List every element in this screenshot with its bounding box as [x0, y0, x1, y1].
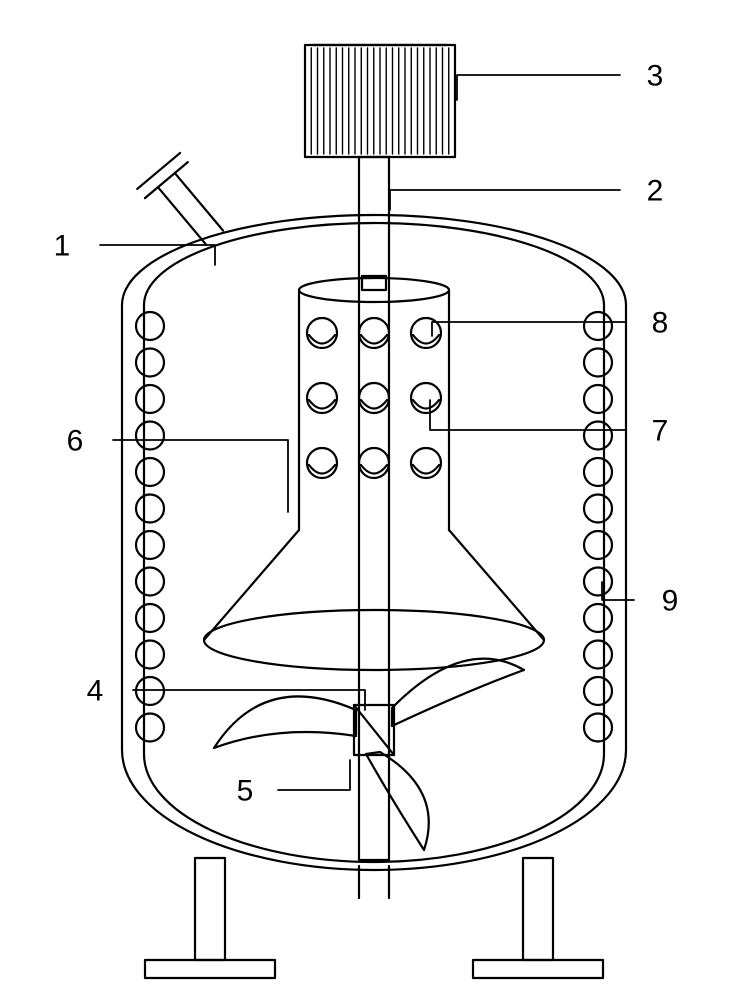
callout-2: 2: [390, 175, 663, 211]
callout-6: 6: [67, 425, 288, 513]
callout-label-2: 2: [647, 175, 664, 208]
callout-label-9: 9: [662, 585, 679, 618]
motor: [305, 45, 455, 157]
impeller: [214, 659, 524, 850]
callout-7: 7: [430, 400, 668, 448]
callout-5: 5: [237, 760, 350, 808]
callout-label-6: 6: [67, 425, 84, 458]
inlet-nozzle: [137, 153, 223, 245]
jacket-coils: [136, 312, 612, 742]
callout-label-1: 1: [54, 230, 71, 263]
callout-label-4: 4: [87, 675, 104, 708]
callout-1: 1: [54, 230, 215, 266]
vessel-outer: [122, 215, 626, 870]
callout-label-7: 7: [652, 415, 669, 448]
callout-3: 3: [457, 60, 663, 101]
callout-label-8: 8: [652, 307, 669, 340]
funnel: [204, 278, 544, 670]
callout-9: 9: [602, 582, 678, 618]
callout-4: 4: [87, 675, 365, 711]
support-legs: [145, 858, 603, 978]
callout-label-3: 3: [647, 60, 664, 93]
callout-8: 8: [432, 307, 668, 340]
callout-label-5: 5: [237, 775, 254, 808]
